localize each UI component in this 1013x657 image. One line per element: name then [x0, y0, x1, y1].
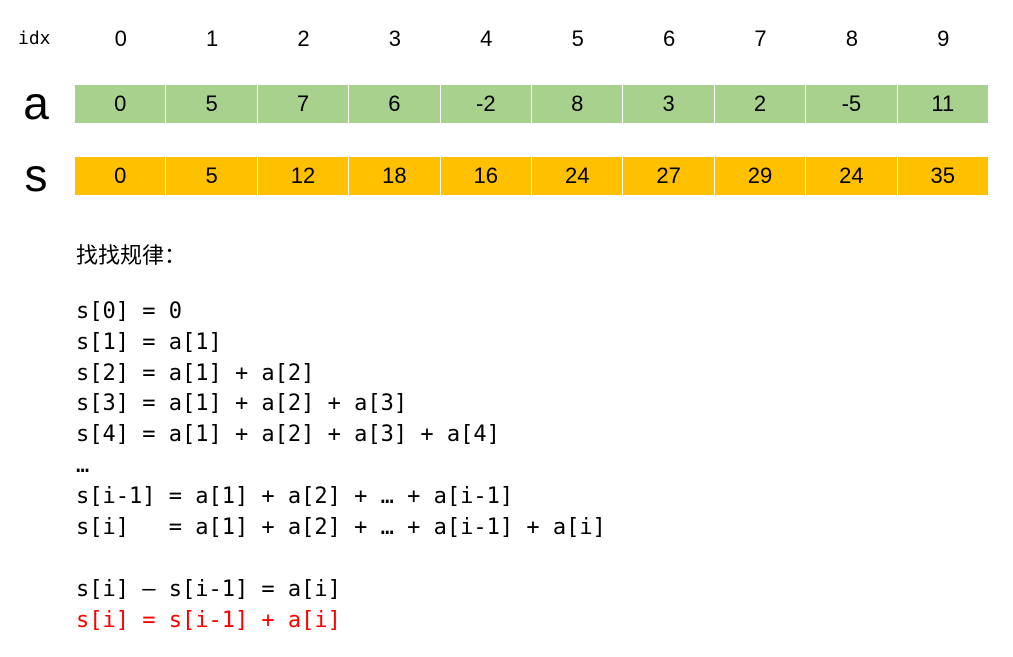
cell: 18 — [349, 157, 441, 195]
cell: 24 — [532, 157, 624, 195]
formula-line: s[3] = a[1] + a[2] + a[3] — [76, 391, 408, 417]
cell: 6 — [349, 85, 441, 123]
cell: 5 — [166, 85, 258, 123]
index: 8 — [845, 26, 858, 51]
index: 0 — [114, 26, 127, 51]
cell: 7 — [257, 85, 350, 123]
cell: -2 — [440, 85, 532, 123]
cell: 29 — [714, 157, 807, 195]
index-label: idx — [18, 28, 51, 49]
index: 5 — [571, 26, 584, 51]
formula-line: s[4] = a[1] + a[2] + a[3] + a[4] — [76, 422, 500, 448]
index: 4 — [480, 26, 493, 51]
cell: 16 — [440, 157, 532, 195]
cell: 3 — [623, 85, 715, 123]
conclusion-line: s[i] – s[i-1] = a[i] — [76, 577, 341, 602]
notes-title: 找找规律： — [76, 243, 187, 268]
cell: 27 — [623, 157, 715, 195]
row-name: a — [23, 77, 49, 129]
index: 1 — [205, 26, 219, 51]
index: 2 — [297, 26, 310, 51]
cell: 35 — [897, 157, 989, 195]
formula-line: s[0] = 0 — [76, 299, 182, 324]
cell: 8 — [532, 85, 624, 123]
row-name: s — [24, 149, 48, 201]
index: 3 — [388, 26, 401, 51]
conclusion-line: s[i] = s[i-1] + a[i] — [76, 608, 341, 633]
index: 6 — [662, 26, 676, 51]
index: 9 — [937, 26, 950, 51]
formula-line: … — [76, 453, 90, 478]
cell: 0 — [75, 85, 167, 123]
formula-line: s[i] = a[1] + a[2] + … + a[i-1] + a[i] — [76, 514, 606, 540]
formula-line: s[i-1] = a[1] + a[2] + … + a[i-1] — [76, 483, 514, 509]
cell: 2 — [714, 85, 807, 123]
cell: 11 — [897, 85, 989, 123]
cell: 12 — [257, 157, 350, 195]
cell: 24 — [806, 157, 898, 195]
formula-line: s[1] = a[1] — [76, 329, 222, 355]
cell: 5 — [166, 157, 258, 195]
index: 7 — [754, 26, 767, 51]
cell: -5 — [806, 85, 898, 123]
cell: 0 — [75, 157, 167, 195]
formula-line: s[2] = a[1] + a[2] — [76, 360, 315, 386]
